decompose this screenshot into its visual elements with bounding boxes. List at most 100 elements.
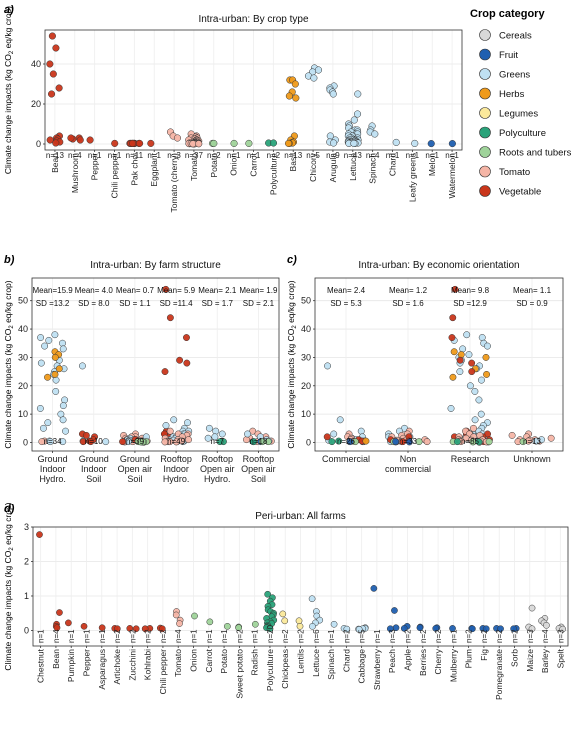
- point-polyculture: [328, 438, 336, 446]
- x-tick-label-onion: Onion: [189, 649, 199, 672]
- x-tick-label-maize: Maize: [525, 649, 535, 672]
- legend-swatch-tomato: [479, 165, 491, 178]
- y-axis-label: Climate change impacts (kg CO2 eq/kg cro…: [3, 280, 15, 448]
- sd-label: SD =13.2: [36, 299, 70, 308]
- point-fruit: [391, 607, 398, 614]
- x-tick-label-sweet-potato: Sweet potato: [234, 649, 244, 699]
- y-tick-label: 2: [24, 556, 29, 566]
- legend-swatch-cereals: [479, 29, 491, 41]
- point-greens: [329, 90, 337, 98]
- x-tick-label-arugula: Arugula: [328, 153, 338, 183]
- point-fruit: [406, 438, 413, 446]
- x-tick-label-rooftop-indoor-hydro: Rooftop: [160, 454, 192, 464]
- point-greens: [330, 620, 338, 628]
- y-tick-label: 20: [31, 99, 41, 109]
- point-greens: [162, 422, 170, 429]
- n-label: n=1: [147, 151, 161, 160]
- n-label: n=2: [144, 629, 153, 643]
- point-roots-and-tubers: [519, 438, 527, 446]
- x-tick-label-apple: Apple: [403, 649, 413, 671]
- point-vegetable: [80, 622, 88, 630]
- x-tick-label-melon: Melon: [427, 153, 437, 176]
- y-tick-label: 40: [31, 59, 41, 69]
- point-herbs: [285, 92, 293, 100]
- point-fruit: [497, 625, 504, 633]
- point-greens: [475, 396, 483, 404]
- point-greens: [212, 427, 220, 435]
- x-tick-label-rooftop-open-air-hydro: Open air: [200, 464, 235, 474]
- y-axis-label: Climate change impacts (kg CO2 eq/kg cro…: [3, 502, 15, 670]
- x-tick-label-pak-choi: Pak choi: [129, 153, 139, 186]
- panel-d: 0 1 2 3 Peri-urban: All farms Climate change …: [3, 502, 569, 700]
- point-herbs: [483, 370, 491, 378]
- n-label: n=1: [108, 151, 122, 160]
- y-tick-label: 0: [23, 437, 28, 447]
- n-label: n=33: [399, 437, 418, 446]
- point-roots-and-tubers: [485, 438, 493, 446]
- x-tick-label-ground-indoor-hydro: Indoor: [40, 464, 66, 474]
- point-fruit: [448, 140, 456, 148]
- point-greens: [354, 90, 362, 98]
- x-tick-label-ground-indoor-soil: Indoor: [81, 464, 107, 474]
- y-tick-label: 0: [24, 625, 29, 635]
- n-label: n=11: [126, 151, 144, 160]
- point-herbs: [51, 353, 59, 361]
- point-vegetable: [67, 134, 75, 142]
- legend: Crop category Cereals Fruit Greens Herbs Leg…: [470, 8, 572, 198]
- x-tick-label-non-commercial: commercial: [385, 464, 431, 474]
- point-greens: [484, 342, 491, 350]
- n-label: n=1: [190, 629, 199, 643]
- point-greens: [45, 336, 53, 344]
- x-tick-label-rooftop-open-air-hydro: Rooftop: [201, 454, 233, 464]
- sd-label: SD = 1.7: [202, 299, 234, 308]
- point-herbs: [482, 353, 490, 361]
- n-label: n=4: [174, 629, 183, 643]
- x-tick-label-chili-pepper: Chili pepper: [158, 649, 168, 695]
- x-tick-label-pumpkin: Pumpkin: [66, 649, 76, 682]
- point-tomato: [176, 620, 183, 627]
- n-label: n=1: [227, 151, 241, 160]
- point-vegetable: [448, 334, 456, 342]
- panel-d-label: d): [4, 503, 15, 515]
- x-tick-label-eggplant: Eggplant: [149, 152, 159, 186]
- x-tick-label-lentils: Lentils: [296, 649, 306, 674]
- point-tomato: [166, 427, 174, 435]
- point-fruit: [510, 625, 517, 633]
- point-vegetable: [48, 32, 56, 40]
- point-greens: [46, 438, 54, 446]
- panel-a-label: a): [4, 4, 14, 16]
- x-tick-label-asparagus: Asparagus: [97, 649, 107, 690]
- legend-swatch-vegetable: [479, 185, 491, 197]
- point-greens: [343, 625, 351, 633]
- x-tick-label-cherry: Cherry: [433, 648, 443, 674]
- point-vegetable: [53, 624, 61, 632]
- point-tomato: [547, 434, 555, 442]
- n-label: n=13: [523, 437, 542, 446]
- point-vegetable: [55, 84, 63, 92]
- point-roots-and-tubers: [137, 438, 145, 446]
- point-legumes: [279, 610, 287, 618]
- sd-label: SD = 1.1: [119, 299, 151, 308]
- n-label: n=13: [284, 151, 303, 160]
- point-herbs: [44, 373, 51, 381]
- n-label: n=2: [404, 629, 413, 643]
- x-tick-label-rooftop-open-air-soil: Soil: [251, 474, 266, 484]
- point-greens: [459, 345, 467, 353]
- mean-label: Mean= 1.2: [389, 286, 428, 295]
- n-label: n=10: [85, 437, 104, 446]
- legend-swatch-roots-and-tubers: [479, 146, 491, 158]
- point-roots-and-tubers: [224, 622, 231, 630]
- point-vegetable: [468, 368, 476, 376]
- point-greens: [52, 376, 60, 384]
- n-label: n=26: [337, 437, 356, 446]
- point-vegetable: [87, 438, 95, 446]
- point-vegetable: [132, 625, 140, 633]
- point-greens: [308, 595, 316, 603]
- n-label: n=13: [46, 151, 65, 160]
- y-tick-label: 0: [306, 437, 311, 447]
- point-herbs: [457, 351, 465, 359]
- point-greens: [170, 416, 178, 424]
- point-greens: [59, 438, 67, 446]
- n-label: n=1: [327, 629, 336, 643]
- n-label: n=4: [366, 151, 380, 160]
